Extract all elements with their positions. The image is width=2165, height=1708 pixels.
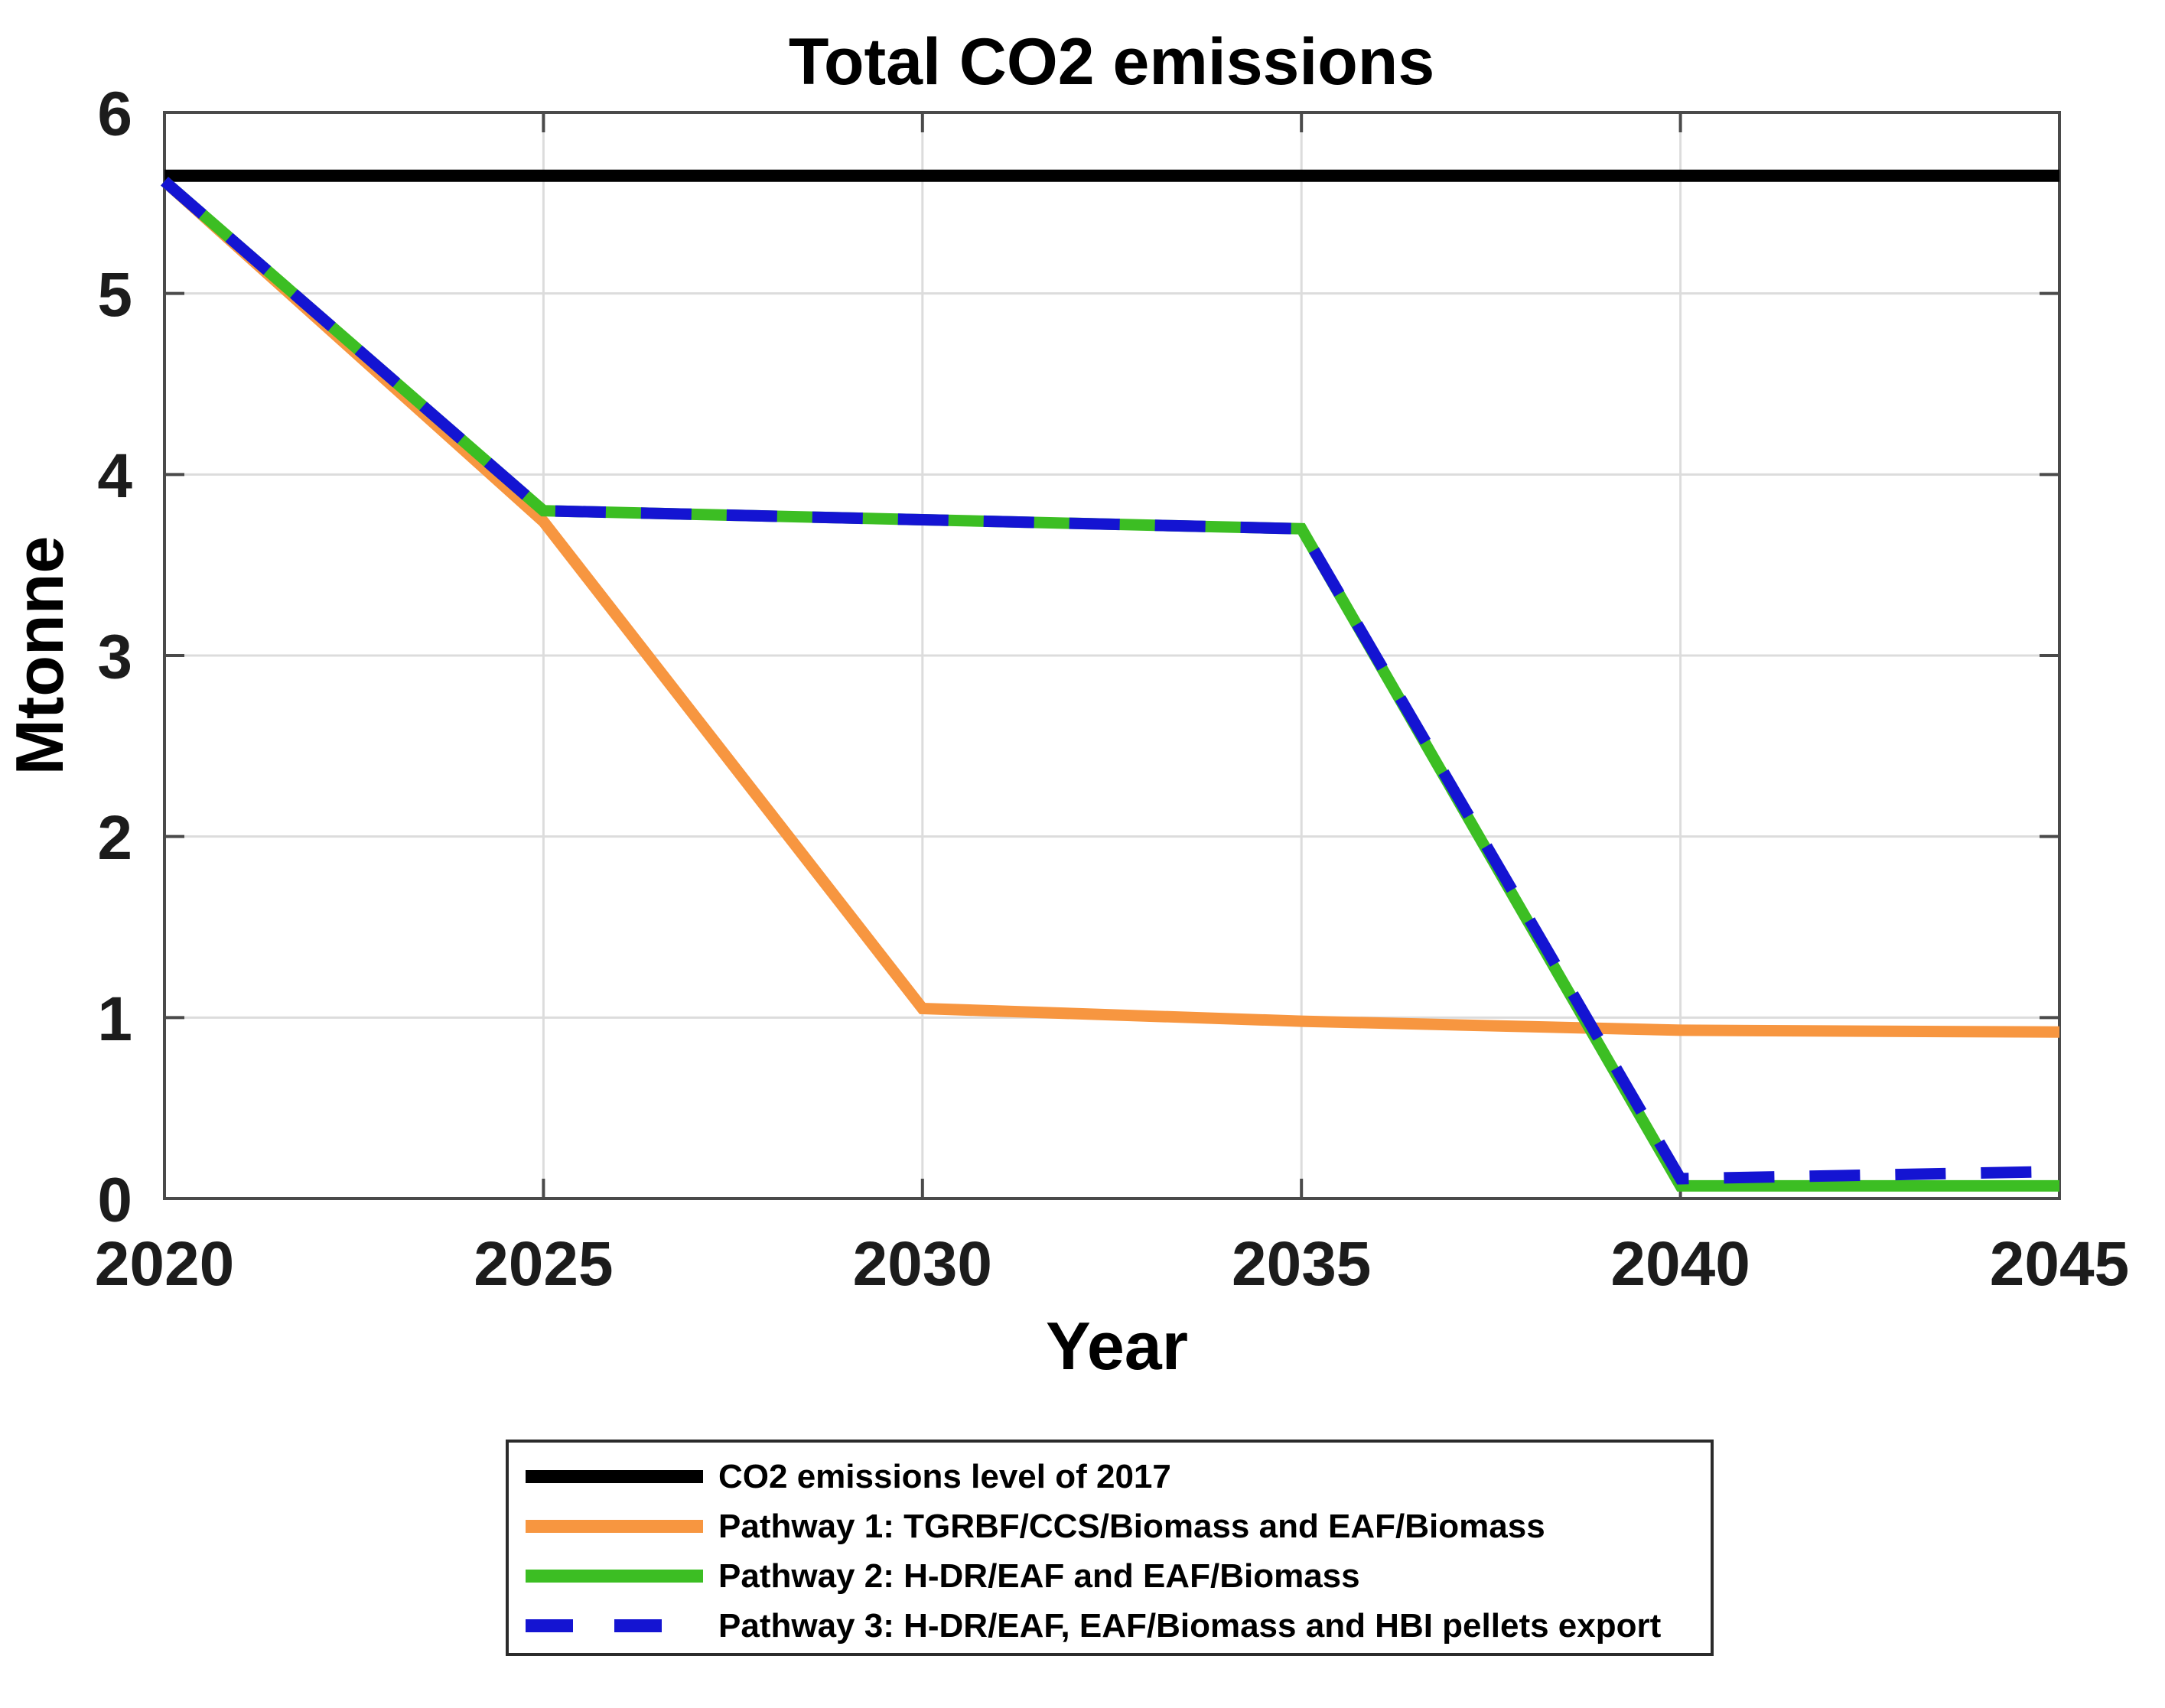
y-axis-title: Mtonne <box>2 535 77 776</box>
legend-item: Pathway 1: TGRBF/CCS/Biomass and EAF/Bio… <box>526 1501 1711 1551</box>
y-tick-label: 0 <box>97 1166 132 1235</box>
legend-item-label: Pathway 2: H-DR/EAF and EAF/Biomass <box>718 1557 1360 1595</box>
x-tick-label: 2040 <box>1610 1229 1750 1299</box>
legend-item: Pathway 2: H-DR/EAF and EAF/Biomass <box>526 1551 1711 1601</box>
x-axis-title: Year <box>1046 1308 1188 1384</box>
y-tick-label: 2 <box>97 803 132 873</box>
legend-swatch-dashed-line <box>526 1619 703 1632</box>
legend-swatch-solid-line <box>526 1570 703 1583</box>
x-tick-label: 2045 <box>1990 1229 2129 1299</box>
y-tick-label: 4 <box>97 441 132 511</box>
y-tick-label: 1 <box>97 984 132 1054</box>
x-tick-label: 2025 <box>474 1229 613 1299</box>
legend-swatch-solid-line <box>526 1520 703 1533</box>
legend-item-label: Pathway 3: H-DR/EAF, EAF/Biomass and HBI… <box>718 1606 1662 1645</box>
y-tick-label: 5 <box>97 260 132 330</box>
legend-swatch-solid-line <box>526 1470 703 1483</box>
legend-item: Pathway 3: H-DR/EAF, EAF/Biomass and HBI… <box>526 1601 1711 1651</box>
chart-title: Total CO2 emissions <box>788 25 1435 99</box>
y-tick-label: 6 <box>97 80 132 149</box>
x-tick-label: 2020 <box>95 1229 234 1299</box>
legend: CO2 emissions level of 2017 Pathway 1: TG… <box>506 1440 1714 1656</box>
series-line-1 <box>160 177 2060 1038</box>
x-tick-label: 2035 <box>1232 1229 1371 1299</box>
legend-item-label: CO2 emissions level of 2017 <box>718 1457 1171 1495</box>
series-line-3 <box>161 177 2060 1185</box>
legend-item-label: Pathway 1: TGRBF/CCS/Biomass and EAF/Bio… <box>718 1507 1545 1545</box>
legend-item: CO2 emissions level of 2017 <box>526 1452 1711 1501</box>
y-tick-label: 3 <box>97 623 132 692</box>
x-tick-label: 2030 <box>853 1229 992 1299</box>
